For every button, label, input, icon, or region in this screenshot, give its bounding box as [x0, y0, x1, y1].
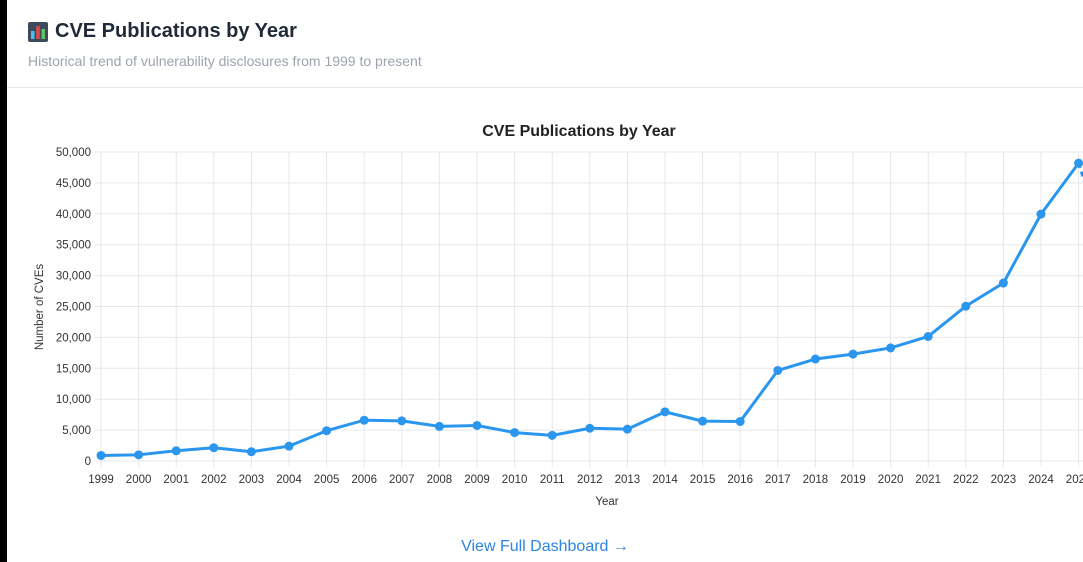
y-tick-label: 10,000 — [56, 394, 91, 406]
data-point[interactable] — [1074, 158, 1083, 168]
x-tick-label: 1999 — [88, 474, 114, 486]
data-point[interactable] — [246, 447, 256, 457]
view-dashboard-link[interactable]: View Full Dashboard → — [461, 538, 629, 555]
bar-chart-icon — [28, 21, 48, 42]
x-tick-label: 2006 — [351, 474, 377, 486]
data-point[interactable] — [585, 423, 595, 433]
x-tick-label: 2017 — [765, 474, 791, 486]
data-point[interactable] — [397, 416, 407, 426]
data-point[interactable] — [622, 424, 632, 434]
data-point[interactable] — [773, 365, 783, 375]
data-point[interactable] — [810, 354, 820, 364]
data-point[interactable] — [1036, 209, 1046, 219]
data-point[interactable] — [998, 278, 1008, 288]
x-tick-label: 2015 — [690, 474, 716, 486]
y-tick-label: 45,000 — [56, 178, 91, 190]
data-point[interactable] — [284, 441, 294, 451]
y-tick-label: 5,000 — [62, 425, 91, 437]
data-point[interactable] — [848, 349, 858, 359]
line-chart: 0 5,000 10,000 15,000 20,000 25,000 30,000 35,0… — [34, 123, 1083, 508]
data-point[interactable] — [171, 446, 181, 456]
title-row: CVE Publications by Year — [28, 20, 297, 43]
y-tick-label: 35,000 — [56, 240, 91, 252]
x-tick-label: 2013 — [615, 474, 641, 486]
x-tick-label: 2003 — [239, 474, 265, 486]
y-tick-label: 15,000 — [56, 363, 91, 375]
x-tick-label: 2009 — [464, 474, 490, 486]
data-point[interactable] — [322, 426, 332, 436]
x-tick-label: 2004 — [276, 474, 302, 486]
chart-card: CVE Publications by Year Historical tren… — [7, 0, 1083, 562]
y-tick-label: 20,000 — [56, 332, 91, 344]
data-point[interactable] — [359, 415, 369, 425]
chart-title: CVE Publications by Year — [482, 123, 676, 140]
x-tick-label: 2010 — [502, 474, 528, 486]
x-tick-label: 2019 — [840, 474, 866, 486]
data-point[interactable] — [735, 416, 745, 426]
x-tick-label: 2024 — [1028, 474, 1054, 486]
x-tick-label: 2014 — [652, 474, 678, 486]
y-tick-label: 0 — [85, 456, 91, 468]
data-point[interactable] — [96, 450, 106, 460]
x-tick-label: 2007 — [389, 474, 415, 486]
y-tick-label: 50,000 — [56, 147, 91, 159]
x-tick-label: 2022 — [953, 474, 979, 486]
data-point[interactable] — [134, 450, 144, 460]
data-point[interactable] — [961, 301, 971, 311]
x-tick-label: 2023 — [991, 474, 1017, 486]
data-point[interactable] — [547, 430, 557, 440]
x-tick-label: 2020 — [878, 474, 904, 486]
x-tick-label: 2002 — [201, 474, 227, 486]
page-title: CVE Publications by Year — [55, 20, 297, 42]
y-tick-label: 30,000 — [56, 271, 91, 283]
card-header: CVE Publications by Year Historical tren… — [7, 0, 1083, 88]
y-tick-label: 40,000 — [56, 209, 91, 221]
x-tick-label: 2016 — [727, 474, 753, 486]
page-subtitle: Historical trend of vulnerability disclo… — [28, 53, 422, 69]
x-tick-label: 2021 — [915, 474, 941, 486]
x-tick-label: 2001 — [163, 474, 189, 486]
x-tick-label: 2000 — [126, 474, 152, 486]
y-axis-title: Number of CVEs — [34, 264, 46, 351]
x-axis-title: Year — [595, 496, 618, 508]
x-tick-label: 2008 — [427, 474, 453, 486]
data-point[interactable] — [698, 416, 708, 426]
data-point[interactable] — [209, 443, 219, 453]
data-point[interactable] — [472, 420, 482, 430]
y-tick-label: 25,000 — [56, 302, 91, 314]
x-tick-label: 2005 — [314, 474, 340, 486]
projection-line — [1077, 162, 1083, 183]
x-tick-label: 2012 — [577, 474, 603, 486]
data-point[interactable] — [660, 407, 670, 417]
x-tick-label: 2011 — [540, 474, 565, 486]
data-point[interactable] — [510, 428, 520, 438]
x-tick-label: 2025 — [1066, 474, 1083, 486]
data-point[interactable] — [923, 331, 933, 341]
data-point[interactable] — [886, 343, 896, 353]
data-point[interactable] — [434, 421, 444, 431]
x-tick-label: 2018 — [803, 474, 829, 486]
